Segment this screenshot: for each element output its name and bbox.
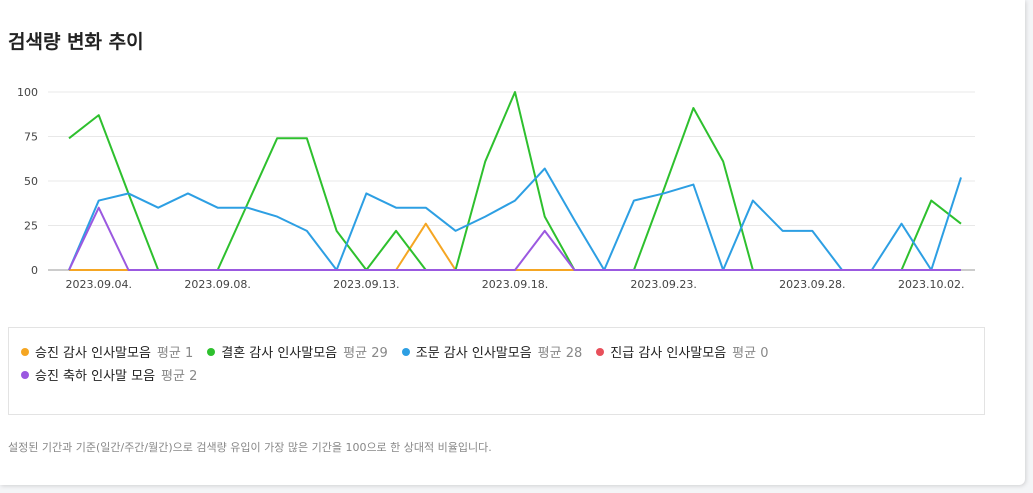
card: 검색량 변화 추이 0 25 50 75 100 2023.09.04. 2023.09.0… bbox=[0, 0, 1025, 485]
y-tick-label: 0 bbox=[31, 264, 38, 277]
chart-title: 검색량 변화 추이 bbox=[8, 31, 144, 53]
legend-label: 승진 축하 인사말 모음 bbox=[35, 369, 156, 384]
legend-swatch bbox=[401, 347, 410, 356]
legend-average: 평균 1 bbox=[156, 346, 194, 361]
legend-label: 진급 감사 인사말모음 bbox=[610, 346, 727, 361]
legend-item: 승진 축하 인사말 모음 평균 2 bbox=[21, 363, 197, 386]
legend: 승진 감사 인사말모음 평균 1 결혼 감사 인사말모음 평균 29 조문 감사 인사말… bbox=[8, 327, 985, 415]
legend-item: 조문 감사 인사말모음 평균 28 bbox=[401, 340, 583, 363]
legend-item: 승진 감사 인사말모음 평균 1 bbox=[21, 340, 193, 363]
note: 설정된 기간과 기준(일간/주간/월간)으로 검색량 유입이 가장 많은 기간을… bbox=[8, 441, 492, 454]
legend-swatch bbox=[207, 347, 216, 356]
x-tick-label: 2023.09.13. bbox=[333, 278, 399, 291]
legend-swatch bbox=[21, 370, 29, 379]
legend-average: 평균 28 bbox=[537, 346, 583, 361]
legend-average: 평균 29 bbox=[343, 346, 388, 361]
legend-label: 조문 감사 인사말모음 bbox=[415, 346, 532, 361]
y-tick-label: 75 bbox=[24, 131, 38, 144]
legend-item: 결혼 감사 인사말모음 평균 29 bbox=[207, 340, 388, 363]
x-tick-label: 2023.09.23. bbox=[630, 278, 696, 291]
legend-average: 평균 2 bbox=[161, 369, 198, 384]
line-series bbox=[68, 206, 961, 271]
y-tick-label: 50 bbox=[24, 175, 38, 188]
legend-swatch bbox=[596, 347, 605, 356]
line-series bbox=[68, 167, 962, 271]
chart: 0 25 50 75 100 2023.09.04. 2023.09.08. 2023.09.… bbox=[17, 86, 975, 291]
legend-average: 평균 0 bbox=[732, 346, 769, 361]
legend-item: 진급 감사 인사말모음 평균 0 bbox=[596, 340, 769, 363]
legend-swatch bbox=[21, 347, 29, 356]
x-tick-label: 2023.09.18. bbox=[482, 278, 548, 291]
legend-label: 결혼 감사 인사말모음 bbox=[221, 346, 338, 361]
x-tick-label: 2023.09.08. bbox=[184, 278, 250, 291]
y-tick-label: 100 bbox=[17, 86, 38, 99]
x-tick-label: 2023.09.04. bbox=[65, 278, 131, 291]
legend-label: 승진 감사 인사말모음 bbox=[35, 346, 151, 361]
x-tick-label: 2023.10.02. bbox=[898, 278, 964, 291]
y-tick-label: 25 bbox=[24, 220, 38, 233]
line-series bbox=[69, 222, 961, 271]
x-tick-label: 2023.09.28. bbox=[779, 278, 845, 291]
